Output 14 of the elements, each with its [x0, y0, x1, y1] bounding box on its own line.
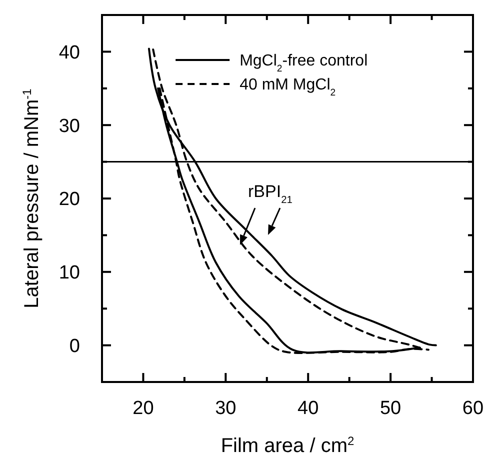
y-tick-label: 30 [58, 116, 80, 137]
x-tick-label: 60 [462, 398, 484, 419]
x-tick-label: 40 [298, 398, 319, 419]
y-tick-label: 0 [69, 336, 80, 357]
x-tick-label: 30 [215, 398, 236, 419]
x-axis-title: Film area / cm$^{2}$ [220, 434, 354, 457]
annotation: rBPI$_{21}$ [248, 182, 293, 206]
y-tick-label: 20 [58, 189, 80, 210]
x-tick-label: 50 [380, 398, 402, 419]
y-tick-label: 40 [58, 42, 80, 64]
legend-label: 40 mM MgCl$_{2}$ [240, 76, 336, 98]
x-tick-label: 20 [132, 398, 154, 419]
y-tick-label: 10 [58, 262, 80, 284]
legend-label: MgCl$_{2}$-free control [240, 52, 368, 74]
